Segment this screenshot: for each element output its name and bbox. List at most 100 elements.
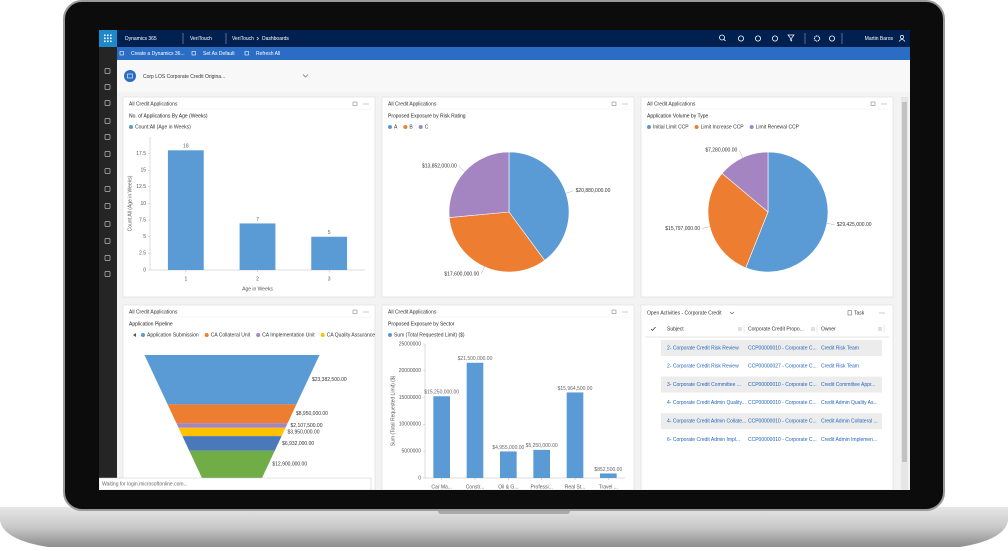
cell-link[interactable]: 4- Corporate Credit Admin Quality... — [667, 400, 746, 406]
icon-shape — [719, 34, 725, 41]
bar[interactable] — [500, 451, 517, 478]
sidebar-icon[interactable] — [104, 84, 111, 90]
pie-slice[interactable] — [448, 211, 545, 273]
launcher-dot — [110, 34, 112, 37]
row-bg — [661, 413, 882, 430]
breadcrumb[interactable]: VeriTouch — [232, 36, 254, 42]
cell-link[interactable]: 2- Corporate Credit Risk Review — [667, 364, 739, 370]
sidebar-icon[interactable] — [104, 221, 111, 227]
new-task-button[interactable]: Task — [854, 310, 865, 316]
funnel-segment[interactable] — [144, 355, 320, 405]
pie-slice[interactable] — [707, 172, 769, 269]
breadcrumb[interactable]: Dashboards — [262, 36, 289, 42]
sidebar-icon[interactable] — [104, 100, 111, 106]
sidebar-icon[interactable] — [104, 203, 111, 209]
sidebar-icon[interactable] — [104, 271, 111, 277]
column-header[interactable]: Corporate Credit Propo... — [748, 326, 804, 332]
app-name[interactable]: Dynamics 365 — [125, 36, 157, 42]
bar[interactable] — [600, 473, 617, 478]
funnel-segment[interactable] — [182, 436, 282, 451]
funnel-segment[interactable] — [178, 427, 286, 437]
expand-icon[interactable] — [611, 101, 617, 106]
legend-pager[interactable] — [133, 333, 136, 337]
sort-icon — [738, 327, 742, 331]
bar[interactable] — [167, 150, 204, 270]
cell-link[interactable]: CCP00000010 - Corporate C... — [748, 400, 817, 406]
column-header[interactable]: Subject — [667, 326, 684, 332]
launcher-dot — [110, 40, 112, 43]
cell-link[interactable]: CCP00000010 - Corporate C... — [748, 437, 817, 443]
cell-link[interactable]: CCP00000010 - Corporate C... — [748, 419, 817, 425]
bar[interactable] — [533, 449, 550, 478]
bar[interactable] — [239, 223, 276, 270]
title-chevron[interactable] — [302, 74, 309, 78]
bar[interactable] — [566, 392, 584, 478]
cell-link[interactable]: Credit Admin Implemen... — [821, 437, 877, 443]
sidebar-icon[interactable] — [104, 168, 111, 174]
y-tick-label: 2.5 — [139, 251, 146, 257]
funnel-segment[interactable] — [189, 450, 275, 478]
funnel-segment[interactable] — [176, 423, 288, 428]
cell-link[interactable]: CCP00000010 - Corporate C... — [748, 345, 817, 351]
legend-swatch — [694, 125, 699, 129]
bar[interactable] — [311, 236, 348, 270]
pie-slice[interactable] — [745, 151, 829, 273]
funnel-segment[interactable] — [167, 404, 297, 424]
expand-icon[interactable] — [352, 101, 358, 106]
select-all-check[interactable] — [650, 326, 656, 332]
help-icon[interactable] — [829, 35, 836, 42]
org-name[interactable]: VeriTouch — [190, 36, 212, 42]
scrollbar-thumb[interactable] — [902, 102, 907, 462]
nav-icon[interactable] — [755, 35, 762, 42]
sidebar-icon[interactable] — [104, 238, 111, 244]
pie-slice[interactable] — [448, 151, 510, 218]
expand-icon[interactable] — [611, 309, 617, 314]
cell-link[interactable]: Credit Committee Appr... — [821, 382, 875, 388]
dashboard-title[interactable]: Corp LOS Corporate Credit Origina... — [143, 74, 225, 80]
sidebar-icon[interactable] — [104, 118, 111, 124]
nav-icon[interactable] — [772, 35, 779, 42]
legend-swatch — [141, 333, 145, 337]
cell-link[interactable]: Credit Risk Team — [821, 345, 859, 351]
bar[interactable] — [466, 362, 484, 478]
nav-icon[interactable] — [719, 34, 726, 42]
data-label: $3,950,000.00 — [288, 429, 320, 435]
nav-icon[interactable] — [787, 34, 795, 42]
activities-title[interactable]: Open Activities - Corporate Credit — [647, 310, 722, 316]
sidebar-icon[interactable] — [104, 151, 111, 157]
more-dot — [363, 311, 365, 313]
panel — [640, 304, 894, 490]
sidebar-icon[interactable] — [104, 68, 111, 74]
cell-link[interactable]: 4- Corporate Credit Admin Collate... — [667, 419, 746, 425]
command-button[interactable]: Set As Default — [203, 51, 235, 57]
bar[interactable] — [433, 396, 450, 478]
user-name[interactable]: Martin Baros — [865, 36, 894, 42]
view-chevron[interactable] — [729, 311, 735, 315]
settings-icon[interactable] — [813, 35, 821, 42]
expand-icon[interactable] — [870, 101, 876, 106]
legend-label: CA Quality Assurance — [327, 333, 376, 339]
cell-link[interactable]: 2- Corporate Credit Risk Review — [667, 345, 739, 351]
sidebar-icon[interactable] — [104, 134, 111, 140]
sidebar-icon[interactable] — [104, 255, 111, 261]
command-button[interactable]: Refresh All — [256, 51, 280, 57]
command-button[interactable]: Create a Dynamics 36... — [131, 51, 185, 57]
user-icon[interactable] — [900, 35, 904, 39]
command-icon — [191, 51, 196, 56]
data-label: $15,250,000.00 — [424, 390, 459, 396]
y-tick-label: 15 — [140, 168, 146, 174]
cell-link[interactable]: CCP00000027 - Corporate C... — [748, 364, 817, 370]
column-header[interactable]: Owner — [821, 326, 836, 332]
pie-slice[interactable] — [508, 151, 570, 261]
cell-link[interactable]: Credit Admin Quality As... — [821, 400, 878, 406]
cell-link[interactable]: 3- Corporate Credit Committee ... — [667, 382, 741, 388]
nav-icon[interactable] — [738, 35, 745, 42]
cell-link[interactable]: 6- Corporate Credit Admin Impl... — [667, 437, 740, 443]
cell-link[interactable]: Credit Admin Collateral ... — [821, 419, 878, 425]
cell-link[interactable]: Credit Risk Team — [821, 364, 859, 370]
pie-slice[interactable] — [721, 151, 769, 213]
expand-icon[interactable] — [352, 309, 358, 314]
sidebar-icon[interactable] — [104, 186, 111, 192]
cell-link[interactable]: CCP00000010 - Corporate C... — [748, 382, 817, 388]
launcher-dot — [107, 37, 109, 40]
